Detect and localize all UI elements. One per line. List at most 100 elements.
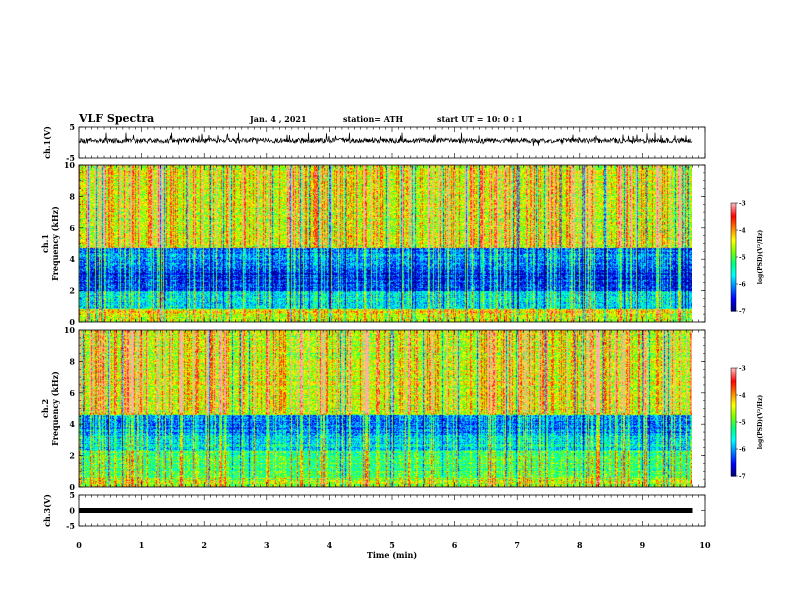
spec2-colorbar-cell	[731, 396, 736, 400]
spec1-colorbar-cell	[731, 230, 736, 233]
spec2-colorbar-cell	[731, 441, 736, 445]
ch3-y-tick-label: 5	[69, 490, 75, 500]
spec2-colorbar-cell	[731, 452, 736, 455]
spec2-y-tick-label: 8	[69, 356, 75, 366]
ch1-y-axis-label: ch.1(V)	[42, 126, 52, 159]
spectrogram-ch1-image	[79, 165, 692, 322]
spec1-colorbar-cell	[731, 240, 736, 244]
spec2-colorbar-cell	[731, 382, 736, 385]
spec2-colorbar-cell	[731, 461, 736, 464]
x-tick-label: 3	[264, 540, 270, 550]
spec1-colorbar-cell	[731, 294, 736, 298]
start-time: start UT = 10: 0 : 1	[437, 114, 523, 124]
spec1-colorbar-cell	[731, 293, 736, 296]
spec2-colorbar-cell	[731, 416, 736, 419]
x-axis-label: Time (min)	[367, 550, 417, 560]
spec2-colorbar-cell	[731, 371, 736, 374]
ch1-y-tick-label: -5	[66, 153, 75, 163]
x-tick-label: 6	[452, 540, 458, 550]
spec2-colorbar-cell	[731, 420, 736, 423]
spec1-colorbar-cell	[731, 289, 736, 292]
spec1-colorbar-label: log(PSD)(V²/Hz)	[757, 230, 764, 285]
spec2-colorbar-cell	[731, 434, 736, 437]
waveform-traces	[78, 132, 693, 513]
spec1-colorbar-cell	[731, 260, 736, 263]
spec2-colorbar-cell	[731, 465, 736, 468]
spec2-colorbar-cell	[731, 431, 736, 434]
spec2-colorbar-tick-label: -3	[739, 366, 746, 373]
spec1-colorbar-cell	[731, 249, 736, 253]
spec1-colorbar-cell	[731, 226, 736, 229]
x-tick-label: 9	[640, 540, 646, 550]
spec2-colorbar-tick-label: -5	[739, 420, 746, 427]
spec1-y-tick-label: 0	[69, 317, 75, 327]
spec1-colorbar-cell	[731, 280, 736, 283]
spec1-colorbar-cell	[731, 242, 736, 245]
spec2-colorbar-cell	[731, 386, 736, 389]
spec1-colorbar-cell	[731, 233, 736, 236]
spec1-colorbar-tick-label: -7	[739, 309, 746, 316]
spec1-y-tick-label: 10	[64, 160, 76, 170]
spec2-colorbar-cell	[731, 449, 736, 452]
spec2-colorbar-cell	[731, 467, 736, 470]
spec1-colorbar-cell	[731, 267, 736, 271]
spec1-y-tick-label: 4	[69, 254, 75, 264]
x-tick-label: 2	[201, 540, 207, 550]
spec1-colorbar-cell	[731, 215, 736, 218]
spec2-colorbar-cell	[731, 458, 736, 461]
spec2-colorbar-cell	[731, 411, 736, 414]
spec1-colorbar-cell	[731, 203, 736, 206]
spec2-colorbar-cell	[731, 387, 736, 391]
spec1-colorbar-cell	[731, 282, 736, 285]
spec1-colorbar-tick-label: -4	[739, 228, 746, 235]
spec2-colorbar-cell	[731, 368, 736, 371]
spec2-colorbar-cell	[731, 470, 736, 473]
spec2-colorbar-cell	[731, 472, 736, 475]
axis-ticks	[78, 126, 738, 527]
spec1-colorbar-cell	[731, 300, 736, 303]
spec2-colorbar-cell	[731, 447, 736, 450]
spec1-y-tick-label: 6	[69, 223, 75, 233]
ch3-y-tick-label: 0	[69, 506, 75, 516]
spec1-colorbar-cell	[731, 208, 736, 211]
figure-title: VLF Spectra	[79, 112, 155, 125]
spec1-colorbar-cell	[731, 212, 736, 215]
ch1-y-tick-label: 5	[69, 122, 75, 132]
spec2-colorbar-cell	[731, 432, 736, 436]
spec2-colorbar-cell	[731, 389, 736, 392]
spec1-y-tick-label: 2	[69, 286, 75, 296]
spec1-colorbar-cell	[731, 219, 736, 222]
spec1-colorbar-tick-label: -3	[739, 201, 746, 208]
spec2-colorbar-cell	[731, 474, 736, 477]
x-tick-label: 1	[139, 540, 145, 550]
spec2-colorbar-cell	[731, 422, 736, 425]
spec2-y-tick-label: 4	[69, 419, 75, 429]
spec2-colorbar-cell	[731, 404, 736, 407]
spec2-y-tick-label: 2	[69, 451, 75, 461]
spec1-colorbar-cell	[731, 262, 736, 265]
spec1-y-tick-label: 8	[69, 191, 75, 201]
spec1-colorbar-cell	[731, 255, 736, 258]
spec2-colorbar-cell	[731, 468, 736, 472]
spec2-colorbar-cell	[731, 398, 736, 401]
spec1-colorbar-cell	[731, 258, 736, 262]
spec1-colorbar-cell	[731, 237, 736, 240]
spec2-colorbar-cell	[731, 443, 736, 446]
spec2-colorbar-tick-label: -6	[739, 447, 746, 454]
spec1-colorbar-cell	[731, 269, 736, 272]
spec1-colorbar-cell	[731, 246, 736, 249]
spec1-colorbar-cell	[731, 231, 736, 235]
spec1-colorbar-cell	[731, 266, 736, 269]
x-tick-label: 5	[389, 540, 395, 550]
spec1-colorbar-cell	[731, 307, 736, 310]
spec2-colorbar-cell	[731, 445, 736, 448]
spec1-colorbar-cell	[731, 278, 736, 281]
spec1-colorbar-cell	[731, 298, 736, 301]
spec2-colorbar-cell	[731, 414, 736, 418]
spec2-colorbar-cell	[731, 400, 736, 403]
spec1-colorbar-cell	[731, 291, 736, 294]
spec1-colorbar-cell	[731, 303, 736, 307]
spec2-colorbar-cell	[731, 409, 736, 412]
